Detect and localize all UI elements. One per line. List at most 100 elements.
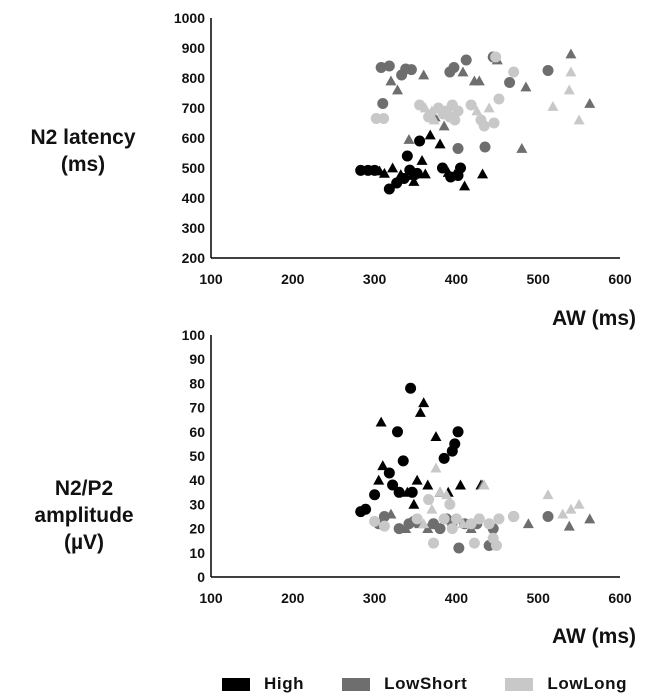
amplitude-y-tick-label: 60 (189, 424, 205, 440)
amplitude-y-tick-label: 50 (189, 448, 205, 464)
latency-point-lowshort (452, 143, 464, 154)
amplitude-x-tick-label: 200 (281, 590, 305, 606)
amplitude-point-high (360, 503, 372, 515)
latency-point-lowlong (378, 113, 390, 124)
amplitude-y-tick-label: 70 (189, 400, 205, 416)
latency-point-high (459, 180, 471, 191)
latency-point-lowshort (418, 69, 430, 80)
latency-point-lowlong (573, 114, 585, 125)
latency-point-lowlong (449, 114, 461, 126)
amplitude-point-high (397, 455, 409, 467)
latency-point-lowshort (383, 60, 395, 72)
amplitude-point-lowlong (557, 508, 569, 519)
amplitude-x-tick-label: 400 (445, 590, 469, 606)
amplitude-point-lowlong (446, 523, 458, 535)
latency-point-high (411, 167, 423, 179)
latency-point-lowshort (403, 134, 415, 144)
amplitude-point-lowlong (430, 462, 442, 473)
amplitude-point-lowlong (542, 489, 554, 500)
amplitude-y-tick-label: 90 (189, 351, 205, 367)
latency-point-lowshort (392, 84, 404, 95)
latency-y-tick-label: 900 (182, 40, 206, 56)
amplitude-point-lowlong (508, 511, 520, 522)
latency-point-high (398, 173, 410, 184)
y-axis-label-latency: N2 latency (ms) (8, 124, 158, 178)
amplitude-x-tick-label: 500 (527, 590, 551, 606)
latency-point-lowlong (565, 66, 577, 77)
amplitude-point-lowshort (563, 520, 575, 531)
latency-point-lowlong (547, 101, 559, 111)
latency-point-lowlong (426, 105, 438, 116)
latency-point-lowshort (457, 66, 469, 77)
latency-point-lowshort (479, 141, 491, 153)
amplitude-point-high (373, 474, 385, 485)
amplitude-point-lowshort (542, 511, 554, 522)
amplitude-point-lowlong (441, 489, 453, 500)
x-axis-label-bottom: AW (ms) (552, 625, 636, 648)
latency-x-tick-label: 400 (445, 271, 469, 287)
amplitude-point-high (375, 416, 387, 427)
y-axis-label-latency-text: N2 latency (ms) (30, 126, 136, 176)
latency-point-lowshort (375, 62, 387, 73)
amplitude-point-high (369, 489, 381, 501)
latency-point-high (477, 168, 489, 179)
amplitude-point-lowlong (457, 518, 469, 529)
amplitude-point-high (406, 486, 418, 498)
amplitude-point-lowlong (468, 537, 480, 549)
amplitude-point-lowshort (453, 542, 465, 554)
latency-point-lowshort (542, 65, 554, 76)
legend-item-lowshort: LowShort (342, 674, 467, 694)
amplitude-point-lowlong (490, 540, 502, 552)
amplitude-x-tick-label: 600 (608, 590, 632, 606)
latency-point-lowlong (452, 105, 464, 117)
amplitude-point-lowlong (411, 513, 423, 525)
latency-point-lowshort (385, 75, 397, 86)
latency-point-high (416, 155, 428, 165)
amplitude-x-tick-label: 300 (363, 590, 387, 606)
amplitude-point-lowlong (444, 498, 456, 510)
legend-swatch-high (222, 677, 250, 691)
latency-x-tick-label: 600 (608, 271, 632, 287)
latency-x-tick-label: 500 (527, 271, 551, 287)
latency-point-lowshort (448, 62, 460, 73)
amplitude-y-tick-label: 10 (189, 545, 205, 561)
amplitude-point-high (405, 382, 417, 394)
amplitude-point-lowlong (434, 486, 446, 497)
amplitude-point-lowshort (434, 523, 446, 535)
latency-y-tick-label: 700 (182, 100, 206, 116)
amplitude-y-tick-label: 80 (189, 375, 205, 391)
legend-swatch-lowshort (342, 677, 371, 691)
legend: High LowShort LowLong (222, 674, 627, 694)
latency-point-lowlong (508, 66, 520, 78)
latency-point-high (378, 167, 390, 178)
latency-y-tick-label: 1000 (174, 10, 205, 26)
latency-point-high (436, 162, 448, 174)
amplitude-point-high (438, 452, 450, 464)
latency-x-tick-label: 100 (199, 271, 223, 287)
latency-point-lowshort (565, 48, 577, 59)
latency-point-high (454, 162, 466, 174)
latency-y-tick-label: 200 (182, 250, 206, 266)
latency-point-high (387, 162, 399, 173)
amplitude-point-lowlong (427, 537, 439, 549)
amplitude-point-high (414, 406, 426, 417)
amplitude-point-lowlong (378, 520, 390, 532)
latency-point-lowlong (428, 114, 440, 125)
latency-point-lowlong (490, 51, 502, 63)
latency-point-lowlong (493, 93, 505, 105)
amplitude-point-lowlong (473, 513, 485, 525)
amplitude-point-high (411, 474, 423, 485)
latency-x-tick-label: 200 (281, 271, 305, 287)
latency-y-tick-label: 300 (182, 220, 206, 236)
latency-point-lowshort (520, 81, 532, 92)
amplitude-point-high (408, 498, 420, 509)
amplitude-point-high (383, 467, 395, 479)
y-axis-label-amplitude-text: N2/P2 amplitude (µV) (34, 477, 134, 554)
amplitude-point-lowlong (418, 518, 430, 529)
latency-point-lowlong (471, 105, 483, 116)
amplitude-point-lowlong (369, 515, 381, 527)
latency-point-lowlong (419, 102, 431, 113)
amplitude-point-lowlong (450, 513, 462, 525)
amplitude-point-high (449, 438, 461, 450)
amplitude-point-high (422, 479, 434, 490)
